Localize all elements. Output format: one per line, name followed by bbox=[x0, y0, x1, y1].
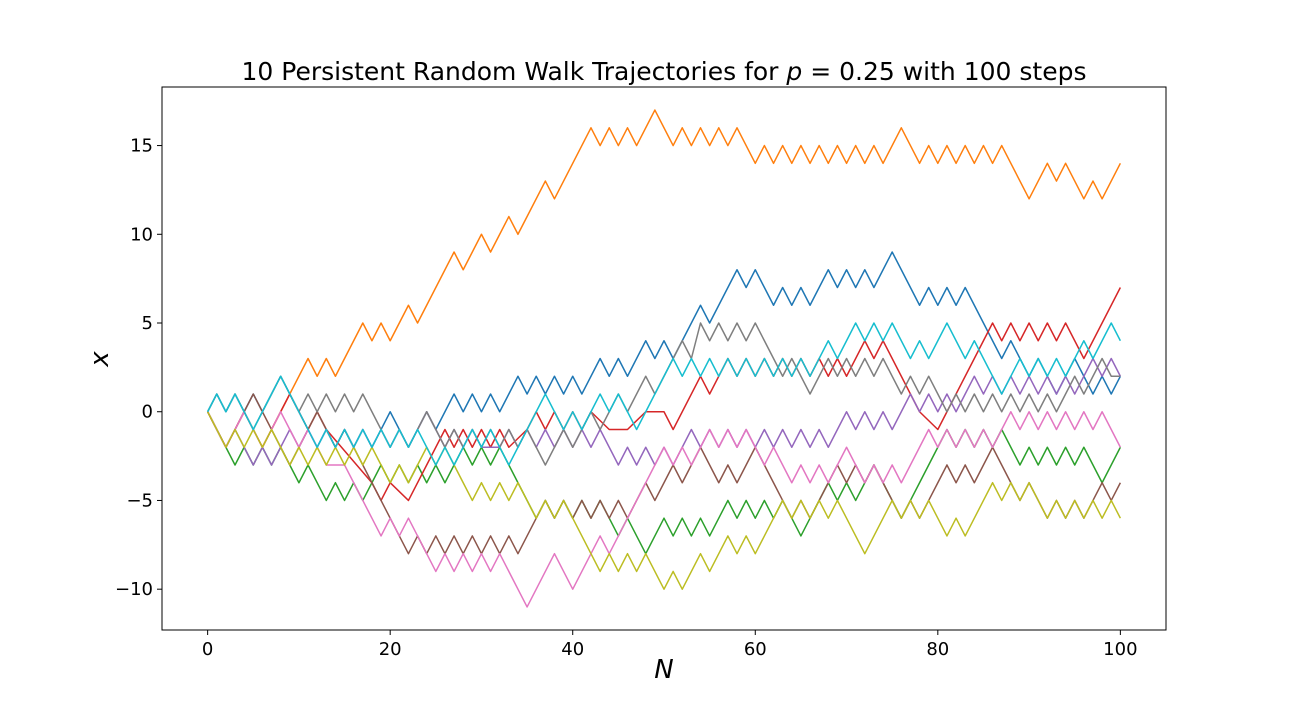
plot-frame bbox=[161, 86, 1167, 631]
x-tick-label: 20 bbox=[379, 639, 402, 660]
chart-title: 10 Persistent Random Walk Trajectories f… bbox=[242, 57, 1087, 86]
series-line-6 bbox=[206, 393, 1122, 555]
y-axis-label: x bbox=[85, 351, 115, 368]
x-tick-label: 100 bbox=[1103, 639, 1137, 660]
y-tick-label: −5 bbox=[126, 490, 153, 511]
chart-title-prefix: 10 Persistent Random Walk Trajectories f… bbox=[242, 57, 787, 86]
series-line-9 bbox=[206, 411, 1122, 590]
series-line-10 bbox=[206, 322, 1122, 466]
series-line-7 bbox=[206, 410, 1122, 608]
series-line-1 bbox=[206, 251, 1122, 448]
chart-title-suffix: = 0.25 with 100 steps bbox=[802, 57, 1086, 86]
series-line-2 bbox=[206, 109, 1122, 448]
y-tick-label: 10 bbox=[130, 224, 153, 245]
x-axis-label: N bbox=[654, 655, 673, 685]
x-tick-label: 40 bbox=[561, 639, 584, 660]
y-tick-label: 5 bbox=[142, 313, 153, 334]
x-tick-label: 80 bbox=[926, 639, 949, 660]
series-layer bbox=[206, 109, 1122, 608]
y-axis-ticks: −10 −5 0 5 10 15 bbox=[115, 136, 162, 600]
y-tick-label: −10 bbox=[115, 579, 153, 600]
y-tick-label: 0 bbox=[142, 402, 153, 423]
y-tick-label: 15 bbox=[130, 136, 153, 157]
x-tick-label: 60 bbox=[744, 639, 767, 660]
x-tick-label: 0 bbox=[202, 639, 213, 660]
x-axis-ticks: 0 20 40 60 80 100 bbox=[202, 630, 1138, 660]
chart-title-variable: p bbox=[785, 57, 802, 86]
